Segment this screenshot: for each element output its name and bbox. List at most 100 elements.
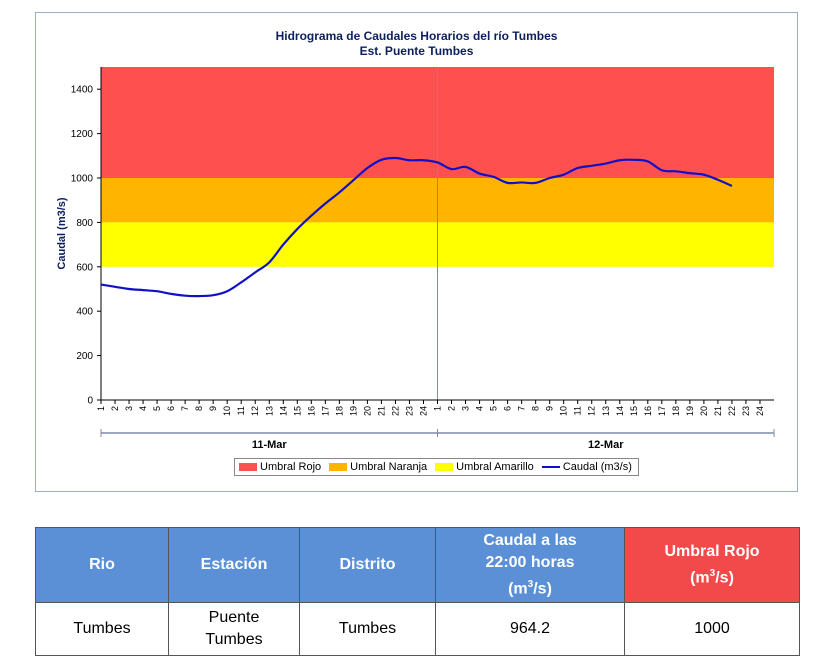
day-label: 12-Mar (588, 439, 624, 451)
x-tick-label: 1 (433, 406, 443, 411)
table-row: Tumbes Puente Tumbes Tumbes 964.2 1000 (35, 602, 800, 656)
x-tick-label: 11 (236, 406, 246, 415)
header-umbral-line1: Umbral Rojo (664, 542, 760, 560)
x-tick-label: 18 (334, 406, 344, 416)
cell-estacion-line1: Puente (208, 609, 260, 626)
chart-frame: Hidrograma de Caudales Horarios del río … (35, 12, 798, 492)
x-tick-label: 22 (390, 406, 400, 416)
header-umbral-unit-sup: 3 (709, 567, 716, 579)
x-tick-label: 5 (152, 406, 162, 411)
header-caudal-line1: Caudal a las (483, 531, 577, 549)
x-tick-label: 1 (96, 406, 106, 411)
x-tick-label: 5 (489, 406, 499, 411)
legend-swatch-rojo (239, 463, 257, 471)
x-tick-label: 20 (362, 406, 372, 416)
x-tick-label: 13 (601, 406, 611, 416)
chart-title: Hidrograma de Caudales Horarios del río … (275, 29, 558, 43)
x-tick-label: 11 (573, 406, 583, 415)
header-caudal: Caudal a las 22:00 horas (m3/s) (435, 527, 625, 603)
y-tick-label: 1200 (71, 129, 94, 140)
x-tick-label: 9 (208, 406, 218, 411)
x-tick-label: 4 (475, 406, 485, 411)
y-tick-label: 400 (76, 307, 93, 318)
cell-rio: Tumbes (35, 602, 169, 656)
x-tick-label: 23 (404, 406, 414, 416)
legend-item-umbral-naranja: Umbral Naranja (329, 461, 427, 473)
x-tick-label: 4 (138, 406, 148, 411)
summary-table: Rio Estación Distrito Caudal a las 22:00… (35, 527, 800, 656)
legend-swatch-amarillo (435, 463, 454, 471)
header-rio: Rio (35, 527, 169, 603)
header-umbral-rojo: Umbral Rojo (m3/s) (624, 527, 800, 603)
cell-distrito: Tumbes (299, 602, 436, 656)
header-umbral-unit-a: (m (690, 569, 710, 587)
x-tick-label: 14 (278, 406, 288, 416)
x-tick-label: 12 (587, 406, 597, 416)
x-tick-label: 8 (194, 406, 204, 411)
y-tick-label: 200 (76, 351, 93, 362)
day-label: 11-Mar (252, 439, 288, 451)
series-line-caudal (100, 156, 733, 298)
x-tick-label: 3 (124, 406, 134, 411)
x-tick-label: 8 (531, 406, 541, 411)
x-tick-label: 17 (320, 406, 330, 416)
x-tick-label: 13 (264, 406, 274, 416)
x-tick-label: 7 (517, 406, 527, 411)
x-tick-label: 9 (545, 406, 555, 411)
header-distrito: Distrito (299, 527, 436, 603)
cell-estacion-line2: Tumbes (205, 631, 263, 648)
y-tick-label: 600 (76, 262, 93, 273)
header-umbral-unit-b: /s) (715, 569, 734, 587)
x-tick-label: 2 (447, 406, 457, 411)
legend-label-amarillo: Umbral Amarillo (456, 461, 534, 473)
legend-item-umbral-rojo: Umbral Rojo (239, 461, 321, 473)
x-tick-label: 6 (166, 406, 176, 411)
legend-item-umbral-amarillo: Umbral Amarillo (435, 461, 534, 473)
x-tick-label: 3 (461, 406, 471, 411)
x-tick-label: 17 (657, 406, 667, 416)
x-tick-label: 16 (643, 406, 653, 416)
header-caudal-line2: 22:00 horas (485, 553, 575, 571)
cell-estacion: Puente Tumbes (168, 602, 300, 656)
x-tick-label: 21 (376, 406, 386, 416)
x-tick-label: 6 (503, 406, 513, 411)
legend-label-caudal: Caudal (m3/s) (562, 461, 632, 473)
x-tick-label: 22 (727, 406, 737, 416)
y-tick-label: 0 (87, 396, 93, 407)
y-tick-label: 1400 (71, 85, 94, 96)
x-tick-label: 19 (348, 406, 358, 416)
x-tick-label: 23 (741, 406, 751, 416)
y-tick-label: 1000 (71, 174, 94, 185)
header-caudal-unit-a: (m (508, 580, 528, 598)
legend-swatch-naranja (329, 463, 348, 471)
x-tick-label: 10 (559, 406, 569, 416)
x-tick-label: 15 (292, 406, 302, 416)
x-tick-label: 16 (306, 406, 316, 416)
legend-swatch-caudal (541, 466, 560, 468)
header-caudal-unit-b: /s) (533, 580, 552, 598)
x-tick-label: 7 (180, 406, 190, 411)
x-tick-label: 20 (699, 406, 709, 416)
x-tick-label: 18 (671, 406, 681, 416)
x-tick-label: 24 (418, 406, 428, 416)
x-tick-label: 10 (222, 406, 232, 416)
x-tick-label: 19 (685, 406, 695, 416)
x-tick-label: 2 (110, 406, 120, 411)
chart-legend: Umbral Rojo Umbral Naranja Umbral Amaril… (234, 458, 639, 476)
legend-label-naranja: Umbral Naranja (350, 461, 428, 473)
y-axis-label: Caudal (m3/s) (56, 197, 68, 269)
x-tick-label: 21 (713, 406, 723, 416)
header-estacion: Estación (168, 527, 300, 603)
x-tick-label: 24 (755, 406, 765, 416)
x-tick-label: 14 (615, 406, 625, 416)
header-caudal-unit-sup: 3 (527, 578, 534, 590)
legend-item-caudal: Caudal (m3/s) (541, 461, 632, 473)
x-tick-label: 12 (250, 406, 260, 416)
legend-label-rojo: Umbral Rojo (260, 461, 322, 473)
y-tick-label: 800 (76, 218, 93, 229)
cell-caudal: 964.2 (435, 602, 625, 656)
x-tick-label: 15 (629, 406, 639, 416)
chart-subtitle: Est. Puente Tumbes (359, 44, 474, 58)
table-header-row: Rio Estación Distrito Caudal a las 22:00… (35, 527, 800, 603)
